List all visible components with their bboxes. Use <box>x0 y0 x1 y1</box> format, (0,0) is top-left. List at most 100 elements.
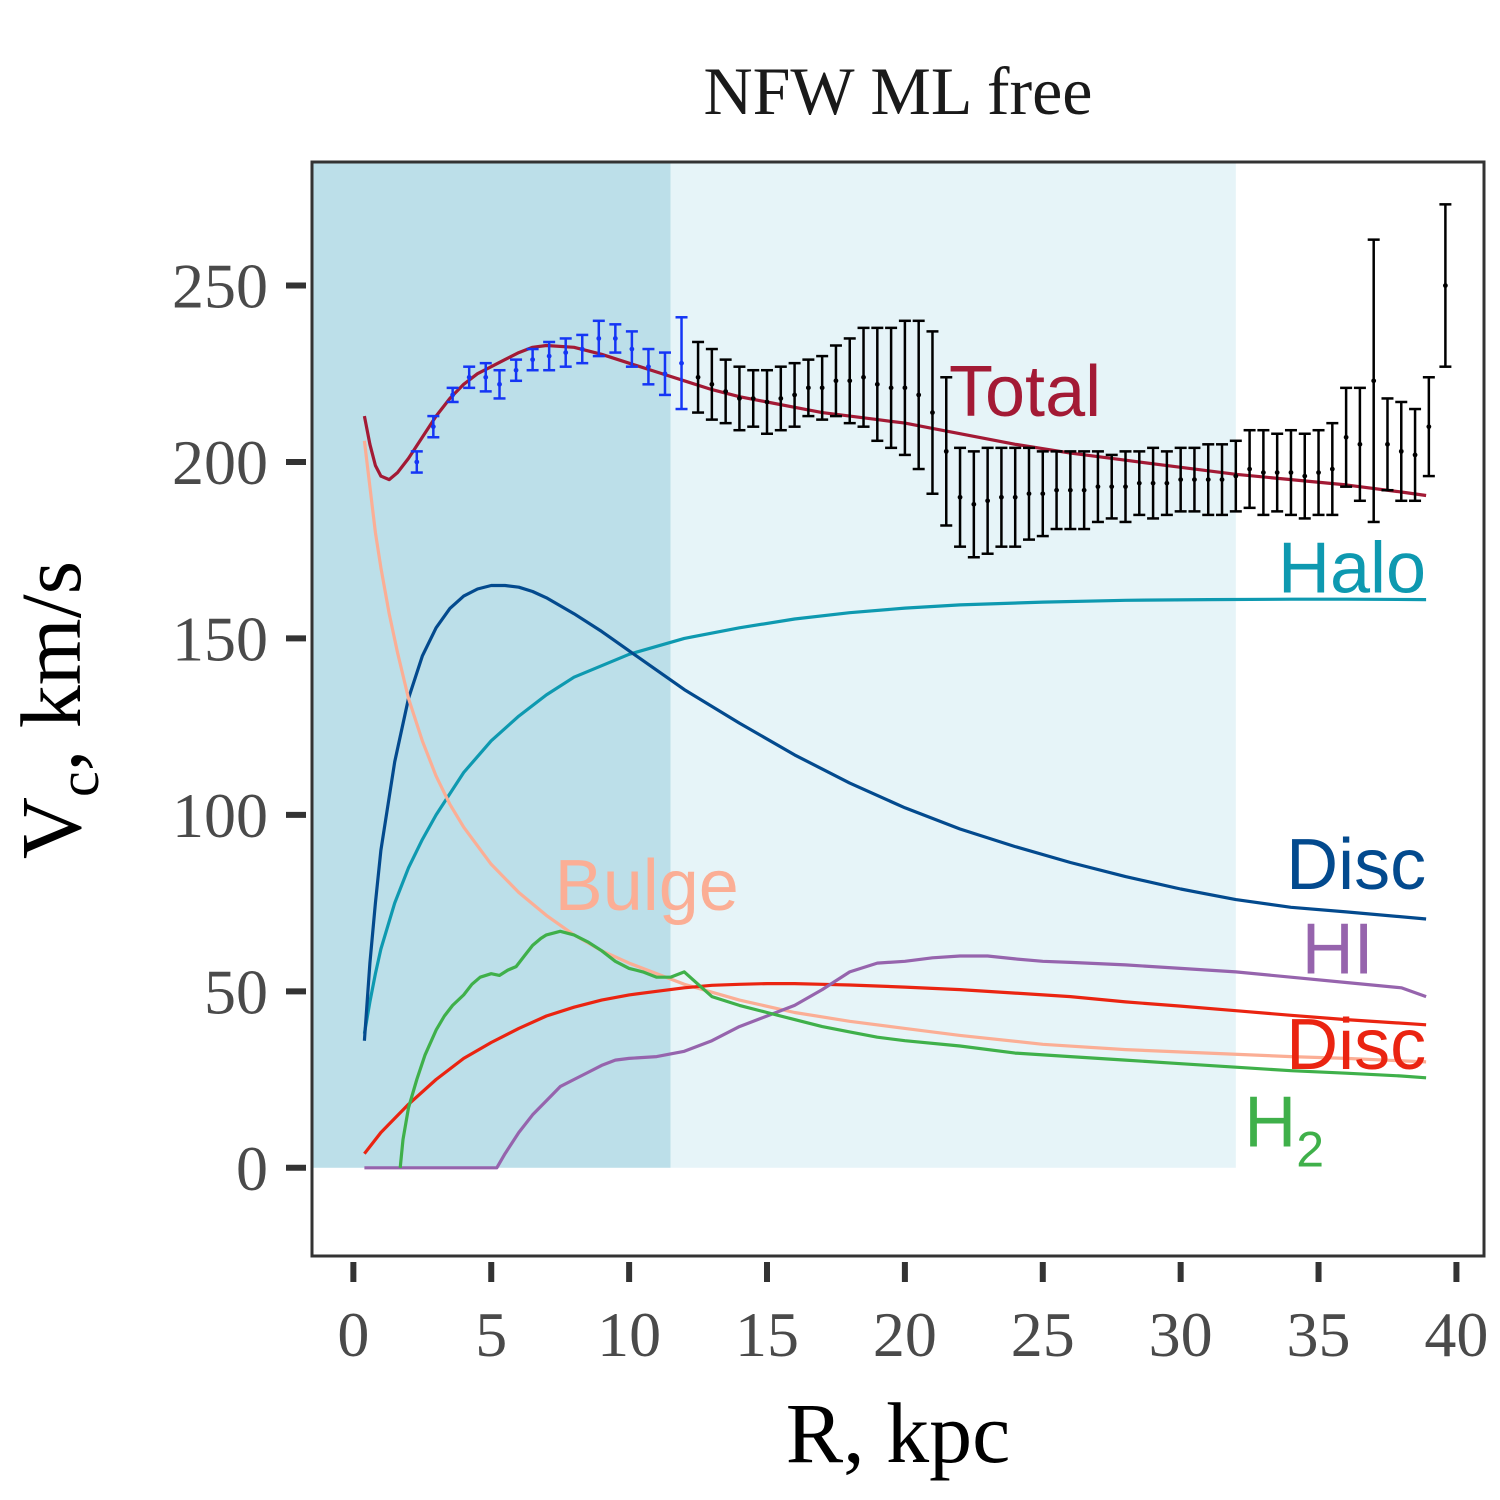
x-tick-label-30: 30 <box>1149 1299 1213 1370</box>
data-point <box>833 378 839 384</box>
curve-h2 <box>398 929 1427 1168</box>
data-point <box>916 392 922 398</box>
data-point <box>1081 487 1087 493</box>
obs-outer-point-51 <box>1381 397 1394 492</box>
obs-outer-point-24 <box>1009 446 1022 548</box>
data-point <box>709 381 715 387</box>
data-point <box>513 367 519 373</box>
data-point <box>1343 434 1349 440</box>
obs-inner-point-5 <box>479 361 492 393</box>
data-point <box>1426 424 1432 430</box>
obs-outer-point-44 <box>1284 428 1297 517</box>
obs-inner-point-9 <box>543 340 556 372</box>
obs-outer-point-38 <box>1202 443 1215 517</box>
obs-outer-point-9 <box>802 358 815 418</box>
x-tick-label-0: 0 <box>337 1299 369 1370</box>
obs-outer-point-21 <box>967 450 980 559</box>
data-point <box>646 364 651 370</box>
obs-outer-point-29 <box>1078 450 1091 531</box>
y-axis-label-sub: c <box>46 771 111 797</box>
obs-outer-point-35 <box>1160 450 1173 517</box>
obs-outer-point-25 <box>1022 446 1035 541</box>
data-point <box>723 388 729 394</box>
data-point <box>1012 494 1018 500</box>
data-point <box>999 494 1004 500</box>
y-axis: 0 50 100 150 200 250 <box>172 251 306 1204</box>
data-point <box>1026 491 1032 497</box>
x-axis-label: R, kpc <box>786 1385 1011 1481</box>
data-point <box>971 501 977 507</box>
data-point <box>1412 452 1418 458</box>
obs-inner-point-8 <box>526 347 539 372</box>
obs-outer-point-40 <box>1229 439 1242 513</box>
x-axis: 0 5 10 15 20 25 30 35 40 <box>337 1262 1488 1370</box>
shaded-region-2 <box>670 162 1236 1168</box>
data-point <box>1385 441 1390 447</box>
obs-outer-point-28 <box>1064 450 1077 531</box>
y-tick-label-50: 50 <box>204 956 268 1027</box>
obs-outer-point-47 <box>1326 421 1339 517</box>
data-point <box>930 410 935 415</box>
obs-inner-point-4 <box>463 365 476 390</box>
label-hi: HI <box>1302 910 1374 990</box>
obs-outer-point-22 <box>981 446 994 555</box>
obs-outer-point-27 <box>1050 450 1063 531</box>
label-text: H <box>1244 1083 1296 1163</box>
obs-inner-point-10 <box>559 337 572 368</box>
data-point <box>861 374 866 380</box>
y-axis-label: Vc, km/s <box>3 561 111 859</box>
obs-outer-point-48 <box>1340 386 1353 488</box>
obs-outer-point-8 <box>788 361 801 428</box>
label-text: Disc <box>1286 1005 1426 1085</box>
data-point <box>430 424 436 430</box>
x-tick-label-5: 5 <box>475 1299 507 1370</box>
label-disc-stellar: Disc <box>1286 825 1426 905</box>
obs-outer-point-33 <box>1133 450 1146 517</box>
obs-outer-point-50 <box>1367 238 1380 524</box>
obs-inner-point-16 <box>658 351 671 397</box>
obs-outer-point-16 <box>898 319 911 457</box>
data-point <box>1371 378 1377 384</box>
obs-outer-point-26 <box>1036 450 1049 538</box>
data-point <box>1288 470 1294 475</box>
obs-outer-point-32 <box>1119 450 1132 524</box>
label-subscript: 2 <box>1296 1122 1324 1178</box>
data-point <box>1054 487 1059 493</box>
data-point <box>1178 477 1184 483</box>
obs-outer-point-17 <box>912 319 925 471</box>
obs-inner-point-7 <box>510 358 523 383</box>
data-point <box>546 353 552 359</box>
data-point <box>902 385 908 391</box>
data-point <box>792 392 797 398</box>
label-total: Total <box>949 352 1101 432</box>
curve-disc-gas <box>363 982 1427 1155</box>
data-point <box>778 396 784 401</box>
obs-outer-point-14 <box>871 326 884 443</box>
obs-outer-point-53 <box>1409 407 1422 503</box>
obs-inner-point-14 <box>625 330 638 368</box>
data-point <box>1247 466 1252 472</box>
obs-inner-point-17 <box>675 316 688 411</box>
label-text: Total <box>949 352 1101 432</box>
chart-title: NFW ML free <box>703 53 1092 129</box>
label-text: Halo <box>1278 529 1426 609</box>
obs-inner-point-15 <box>642 347 655 386</box>
data-point <box>943 448 949 454</box>
obs-outer-point-39 <box>1216 443 1229 517</box>
data-point <box>737 396 742 401</box>
data-point <box>497 381 502 387</box>
data-point <box>1398 448 1404 454</box>
data-point <box>612 336 618 341</box>
data-point <box>1095 484 1101 490</box>
data-point <box>563 350 569 355</box>
x-tick-label-20: 20 <box>873 1299 937 1370</box>
data-point <box>629 346 635 352</box>
obs-outer-point-4 <box>733 365 746 432</box>
obs-outer-point-12 <box>843 337 856 425</box>
obs-outer-point-36 <box>1174 446 1187 513</box>
data-point <box>1205 477 1211 483</box>
data-point <box>530 357 536 363</box>
data-point <box>985 498 991 504</box>
y-tick-label-150: 150 <box>172 603 268 674</box>
obs-outer-point-34 <box>1147 446 1160 520</box>
